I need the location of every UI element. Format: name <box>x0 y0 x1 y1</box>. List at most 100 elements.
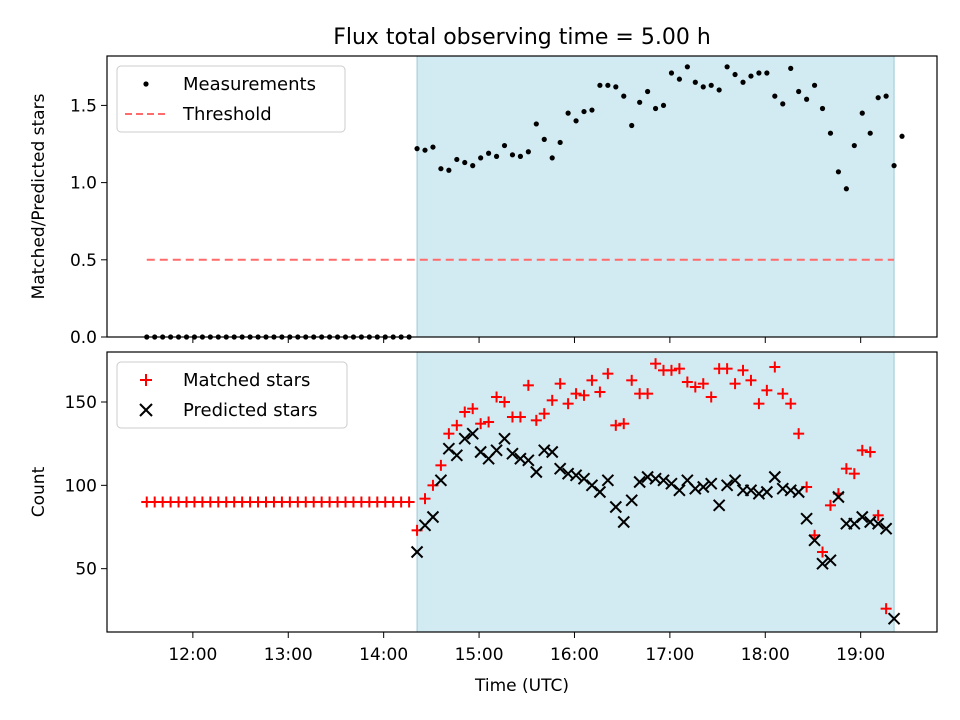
y-tick-label: 150 <box>65 393 97 413</box>
measurement-point <box>835 169 842 175</box>
predicted-star-point <box>760 485 774 499</box>
y-tick-label: 1.0 <box>70 174 97 194</box>
measurement-point <box>541 136 547 142</box>
measurement-point <box>684 64 690 70</box>
x-tick-label: 15:00 <box>455 645 504 665</box>
measurement-point <box>621 93 627 99</box>
legend-predicted-label: Predicted stars <box>183 400 317 421</box>
measurement-point <box>557 139 563 146</box>
measurement-point <box>652 105 659 112</box>
measurement-point <box>732 71 738 78</box>
predicted-star-point <box>490 444 503 457</box>
matched-star-point <box>848 468 860 480</box>
bottom-marks <box>141 352 901 632</box>
x-tick-label: 16:00 <box>550 645 599 665</box>
top-observing-window <box>417 56 895 337</box>
predicted-star-point <box>879 522 893 535</box>
matched-star-point <box>880 603 892 615</box>
measurement-point <box>764 70 770 76</box>
predicted-star-point <box>625 494 638 507</box>
top-legend: Measurements Threshold <box>116 65 346 133</box>
measurement-point <box>756 70 762 76</box>
predicted-star-point <box>824 554 837 567</box>
x-tick-label: 19:00 <box>836 645 885 665</box>
x-tick-label: 17:00 <box>645 645 694 665</box>
y-tick-label: 0.5 <box>70 251 97 271</box>
y-tick-label: 50 <box>75 560 97 580</box>
matched-star-point <box>594 386 606 398</box>
predicted-star-point <box>697 480 710 494</box>
matched-star-point <box>626 374 638 386</box>
bottom-legend-box <box>116 361 348 429</box>
measurement-point <box>899 133 905 139</box>
legend-measurements-marker <box>143 81 149 87</box>
measurement-point <box>724 64 730 70</box>
legend-matched-marker <box>140 374 152 386</box>
matched-star-point <box>578 389 590 401</box>
measurement-point <box>668 70 675 76</box>
measurement-point <box>462 159 468 166</box>
measurement-point <box>493 153 500 159</box>
measurement-point <box>692 79 698 85</box>
matched-star-point <box>665 364 677 376</box>
bottom-axes-frame <box>106 351 938 633</box>
bottom-x-ticks: 12:00 13:00 14:00 15:00 16:00 17:00 18:00 19:00 <box>168 632 885 665</box>
predicted-star-point <box>609 500 623 514</box>
matched-star-point <box>554 378 566 390</box>
matched-star-point <box>602 368 614 380</box>
measurement-point <box>629 122 635 129</box>
top-x-ticks <box>192 337 862 343</box>
matched-star-point <box>403 496 415 508</box>
measurement-point <box>827 130 834 136</box>
predicted-star-point <box>816 557 829 570</box>
measurement-point <box>708 82 714 88</box>
measurement-point <box>509 152 516 158</box>
predicted-star-point <box>458 432 471 445</box>
y-tick-label: 0.0 <box>70 328 97 348</box>
matched-star-point <box>673 363 685 375</box>
measurement-point <box>613 84 619 90</box>
predicted-star-point <box>871 517 885 530</box>
measurement-point <box>811 82 818 88</box>
predicted-star-point <box>792 485 805 499</box>
measurement-point <box>788 65 794 71</box>
top-marks <box>144 56 905 340</box>
bottom-observing-window <box>417 352 895 632</box>
matched-star-point <box>753 398 765 410</box>
measurement-point <box>660 102 667 109</box>
matched-star-point <box>419 493 431 505</box>
measurement-point <box>843 186 849 192</box>
x-tick-label: 13:00 <box>264 645 313 665</box>
measurement-point <box>780 101 786 107</box>
predicted-star-point <box>450 449 464 462</box>
legend-measurements-label: Measurements <box>183 74 316 95</box>
matched-star-point <box>729 378 741 390</box>
predicted-star-point <box>712 499 726 512</box>
measurement-point <box>430 144 436 150</box>
y-tick-label: 1.5 <box>70 96 97 116</box>
measurement-point <box>700 84 706 90</box>
matched-star-point <box>435 459 447 471</box>
measurement-point <box>819 105 826 112</box>
bottom-legend: Matched stars Predicted stars <box>116 361 348 429</box>
measurement-point <box>676 76 683 82</box>
measurement-point <box>796 88 802 95</box>
matched-star-point <box>737 364 749 376</box>
top-y-ticks: 0.0 0.5 1.0 1.5 <box>70 96 107 348</box>
measurement-point <box>549 155 555 161</box>
matched-star-point <box>697 378 709 390</box>
matched-star-point <box>777 388 789 400</box>
predicted-star-point <box>720 479 734 492</box>
measurement-point <box>851 142 857 149</box>
x-tick-label: 18:00 <box>741 645 790 665</box>
matched-star-point <box>499 396 511 408</box>
matched-star-point <box>864 446 876 458</box>
measurement-point <box>470 163 476 169</box>
measurement-point <box>891 163 897 169</box>
top-panel: 0.0 0.5 1.0 1.5 Matched/Predicted stars Mea… <box>29 55 938 348</box>
measurement-point <box>573 118 579 124</box>
matched-star-point <box>824 499 836 511</box>
measurement-point <box>414 146 420 152</box>
measurement-point <box>748 73 754 79</box>
